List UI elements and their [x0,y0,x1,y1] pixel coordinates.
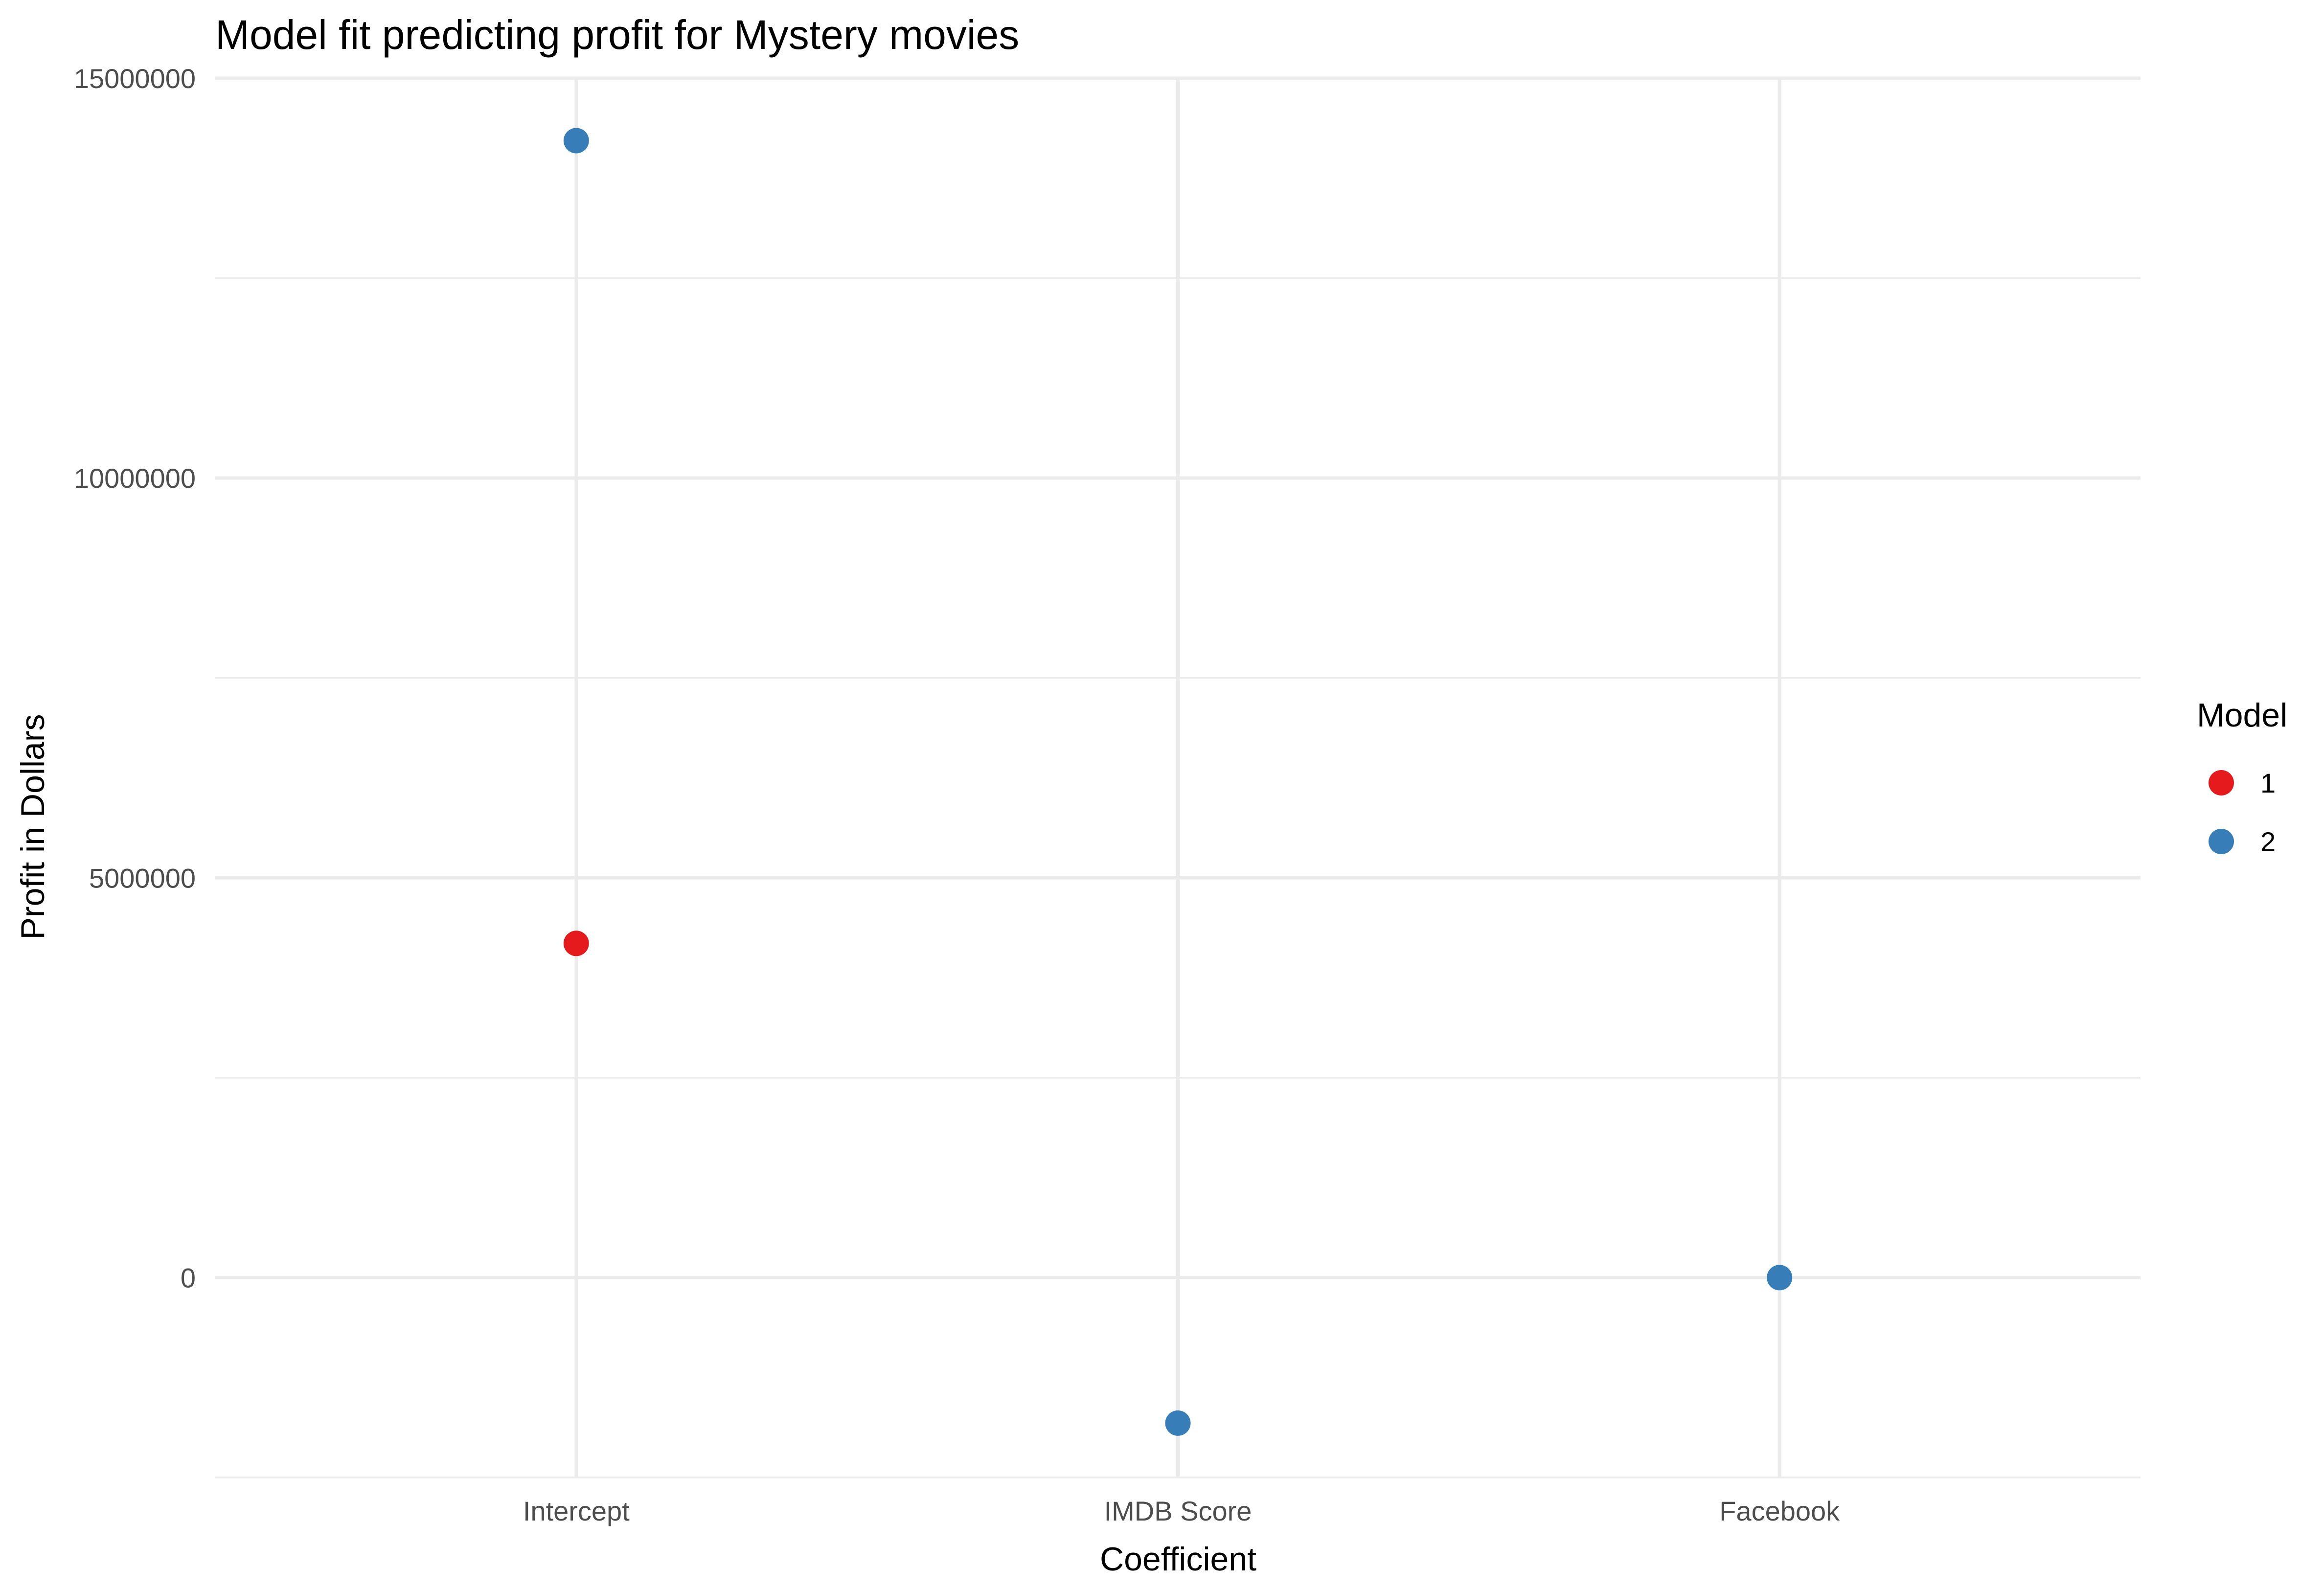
legend-entries: 12 [2209,768,2276,857]
x-tick-label: IMDB Score [1104,1496,1252,1526]
y-tick-label: 10000000 [74,463,196,494]
data-point-model-2 [1767,1265,1793,1291]
legend-label: 2 [2260,826,2276,857]
y-axis-tick-labels: 0 5000000 10000000 15000000 [74,63,196,1293]
legend-label: 1 [2260,768,2276,798]
data-point-model-2 [1165,1410,1191,1436]
y-axis-title: Profit in Dollars [14,714,51,939]
gridlines [215,76,2141,1478]
y-tick-label: 5000000 [89,863,196,893]
y-tick-label: 0 [181,1262,196,1293]
legend-key-model-2 [2209,829,2234,854]
y-tick-label: 15000000 [74,63,196,94]
x-axis-title: Coefficient [1100,1541,1256,1578]
legend-key-model-1 [2209,770,2234,795]
legend: Model 12 [2197,697,2287,857]
data-points [563,128,1793,1436]
chart-title: Model fit predicting profit for Mystery … [215,12,1019,58]
x-tick-label: Intercept [523,1496,630,1526]
data-point-model-2 [563,128,589,154]
x-axis-tick-labels: Intercept IMDB Score Facebook [523,1496,1840,1526]
legend-title: Model [2197,697,2287,734]
data-point-model-1 [563,931,589,956]
x-tick-label: Facebook [1719,1496,1840,1526]
